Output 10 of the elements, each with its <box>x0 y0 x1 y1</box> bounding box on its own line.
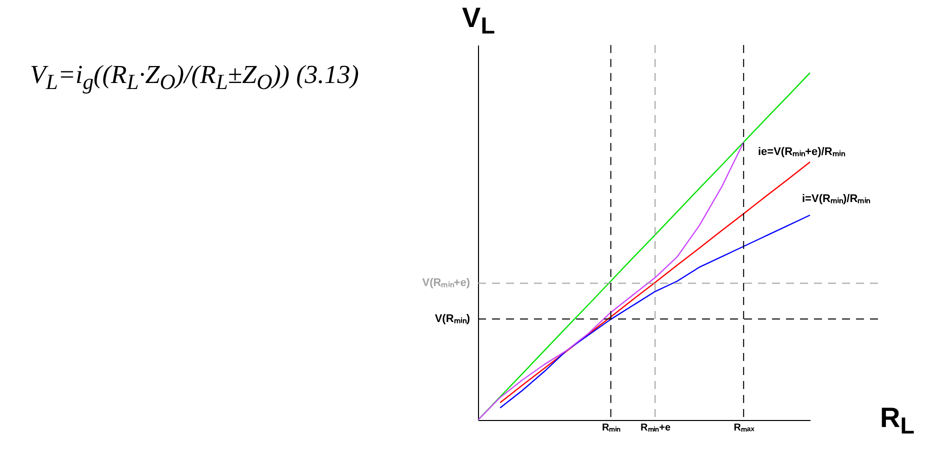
annotation: i=V(Rₘᵢₙ)/Rₘᵢₙ <box>802 192 870 205</box>
x-axis-title: R$_{L}$ <box>880 402 914 440</box>
x-tick-label: Rₘᵢₙ <box>602 422 621 434</box>
y-axis-title: V$_{L}$ <box>462 2 495 40</box>
x-tick-label: Rₘᵢₙ+e <box>640 422 672 434</box>
ref-line-label: V(Rₘᵢₙ+e) <box>422 277 470 290</box>
annotation: ie=V(Rₘᵢₙ+e)/Rₘᵢₙ <box>758 145 845 158</box>
ref-line-label: V(Rₘᵢₙ) <box>434 312 470 325</box>
text: V$_{L}$=i$_{g}$((R$_{L}$·Z$_{O}$)/(R$_{L}$±Z$_{O}$)) (3.13) <box>30 60 359 94</box>
x-tick-label: Rₘₐₓ <box>734 422 755 434</box>
